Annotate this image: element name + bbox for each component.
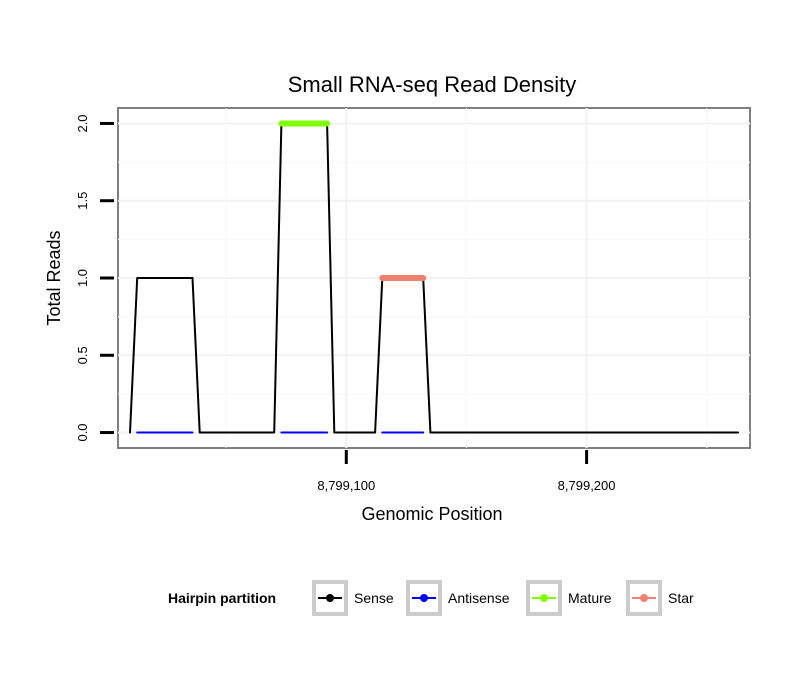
y-tick-label: 2.0 bbox=[75, 114, 90, 132]
legend-label: Mature bbox=[568, 590, 612, 606]
legend-key-point bbox=[640, 594, 648, 602]
y-tick-label: 1.5 bbox=[75, 192, 90, 210]
axes: 0.0 0.5 1.0 1.5 2.0 8,799,100 8,799,200 bbox=[75, 114, 616, 493]
legend-title: Hairpin partition bbox=[168, 590, 276, 606]
series-layer bbox=[129, 120, 739, 434]
legend-label: Antisense bbox=[448, 590, 510, 606]
y-axis-title: Total Reads bbox=[44, 230, 64, 325]
x-tick-label: 8,799,100 bbox=[317, 478, 375, 493]
legend-item-mature: Mature bbox=[526, 580, 612, 616]
grid-lines bbox=[118, 108, 750, 448]
legend-item-sense: Sense bbox=[312, 580, 394, 616]
x-tick-label: 8,799,200 bbox=[558, 478, 616, 493]
legend-key-point bbox=[326, 594, 334, 602]
y-tick-label: 0.0 bbox=[75, 423, 90, 441]
x-axis-title: Genomic Position bbox=[361, 504, 502, 524]
legend-key-point bbox=[540, 594, 548, 602]
legend-key-point bbox=[420, 594, 428, 602]
legend: Hairpin partition Sense Antisense Mature St… bbox=[168, 580, 694, 616]
legend-label: Sense bbox=[354, 590, 394, 606]
y-tick-label: 0.5 bbox=[75, 346, 90, 364]
legend-item-antisense: Antisense bbox=[406, 580, 510, 616]
legend-item-star: Star bbox=[626, 580, 694, 616]
y-tick-label: 1.0 bbox=[75, 269, 90, 287]
chart-title: Small RNA-seq Read Density bbox=[288, 72, 577, 97]
legend-label: Star bbox=[668, 590, 694, 606]
